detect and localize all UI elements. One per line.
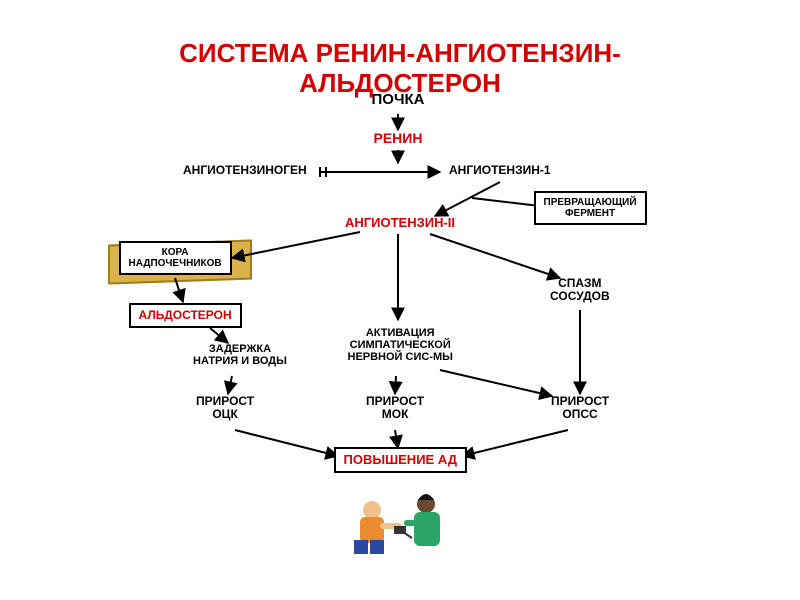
node-na_retention: ЗАДЕРЖКАНАТРИЯ И ВОДЫ	[193, 343, 287, 367]
edge-prirost_ock-hypertension	[235, 430, 338, 456]
node-spasm: СПАЗМСОСУДОВ	[550, 277, 610, 303]
node-activation: АКТИВАЦИЯСИМПАТИЧЕСКОЙНЕРВНОЙ СИС-МЫ	[348, 327, 453, 363]
edge-angiotensin1-angiotensin2	[435, 182, 500, 216]
bp-measurement-figure	[340, 490, 460, 560]
edge-activation-prirost_mok	[395, 376, 396, 394]
node-angiotensinogen: АНГИОТЕНЗИНОГЕН	[183, 164, 307, 177]
edge-prirost_opss-hypertension	[462, 430, 568, 456]
edge-prirost_mok-hypertension	[395, 430, 398, 448]
edge-activation-prirost_opss	[440, 370, 552, 396]
node-pochka: ПОЧКА	[372, 92, 425, 109]
node-prirost_opss: ПРИРОСТОПСС	[551, 395, 609, 421]
edge-ace-at1_to_at2	[472, 198, 540, 206]
edge-angiotensin2-spasm	[430, 234, 560, 278]
node-adrenal: КОРАНАДПОЧЕЧНИКОВ	[119, 241, 232, 275]
edge-aldosterone-na_retention	[210, 328, 228, 343]
node-angiotensin2: АНГИОТЕНЗИН-II	[345, 216, 455, 230]
node-renin: РЕНИН	[374, 131, 423, 146]
node-aldosterone: АЛЬДОСТЕРОН	[129, 303, 242, 328]
node-angiotensin1: АНГИОТЕНЗИН-1	[449, 164, 551, 177]
diagram-canvas: СИСТЕМА РЕНИН-АНГИОТЕНЗИН-АЛЬДОСТЕРОН ПО…	[0, 0, 800, 600]
node-prirost_ock: ПРИРОСТОЦК	[196, 395, 254, 421]
node-hypertension: ПОВЫШЕНИЕ АД	[334, 447, 467, 473]
node-prirost_mok: ПРИРОСТМОК	[366, 395, 424, 421]
edge-na_retention-prirost_ock	[228, 376, 232, 394]
node-ace: ПРЕВРАЩАЮЩИЙФЕРМЕНТ	[534, 191, 647, 225]
